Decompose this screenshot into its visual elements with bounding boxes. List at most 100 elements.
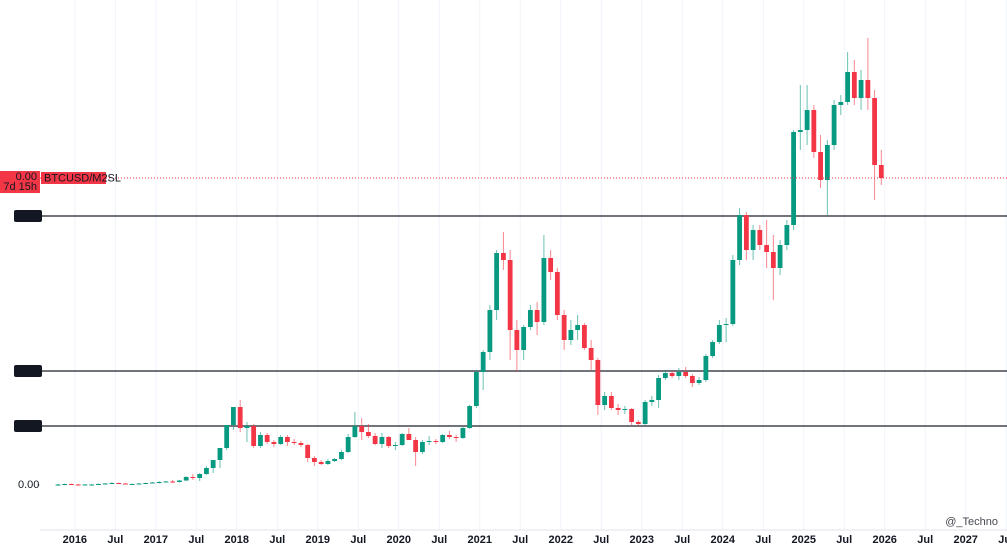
candle-body [170, 481, 176, 483]
x-tick-label: Jul [836, 534, 852, 546]
candle-body [777, 245, 783, 268]
candle-body [96, 484, 101, 485]
countdown-label: 7d 15h [3, 181, 37, 193]
x-tick-label: Jul [593, 534, 609, 546]
candle-body [615, 408, 621, 410]
candle-body [730, 260, 736, 324]
candle-body [662, 373, 668, 378]
candle-body [845, 72, 851, 102]
candle-body [197, 474, 203, 478]
candle-body [150, 482, 155, 484]
candle-body [318, 462, 324, 464]
x-tick-label: Jul [512, 534, 528, 546]
candle-body [649, 400, 655, 402]
symbol-label: BTCUSD/M2SL [44, 172, 121, 184]
level-label: 0.00 [17, 420, 38, 432]
candle-body [689, 376, 695, 383]
candle-body [102, 483, 108, 485]
candle-body [366, 432, 371, 436]
candle-body [399, 434, 405, 445]
candle-body [588, 348, 594, 360]
candle-body [865, 80, 871, 98]
candle-body [831, 105, 837, 145]
candle-body [359, 426, 365, 432]
candle-body [116, 483, 122, 484]
candle-body [251, 426, 257, 446]
x-tick-label: 2021 [468, 534, 492, 546]
x-tick-label: Jul [269, 534, 285, 546]
symbol-box [41, 172, 106, 184]
candle-body [568, 330, 574, 340]
level-label: 0.00 [17, 365, 38, 377]
candle-body [737, 215, 742, 260]
candle-body [420, 442, 425, 452]
candle-body [190, 477, 196, 478]
candle-body [602, 396, 608, 405]
candle-body [804, 110, 810, 130]
last-price-box [0, 171, 40, 193]
candle-body [264, 435, 270, 442]
candle-body [608, 396, 614, 408]
x-tick-label: 2018 [225, 534, 249, 546]
candle-body [629, 409, 635, 422]
candle-body [298, 443, 304, 445]
candle-body [669, 373, 675, 376]
candle-body [723, 324, 729, 325]
x-tick-label: Jul [431, 534, 447, 546]
candle-body [82, 484, 88, 486]
candle-body [440, 435, 446, 442]
x-tick-label: Jul [107, 534, 123, 546]
candle-body [872, 98, 877, 165]
candle-body [325, 461, 331, 464]
level-label-box [14, 365, 42, 377]
candle-body [339, 452, 344, 459]
candle-body [129, 484, 135, 485]
candle-body [271, 442, 277, 444]
candle-body [851, 72, 857, 98]
x-tick-label: Jul [917, 534, 933, 546]
candle-body [183, 477, 189, 481]
x-tick-label: Jul [998, 534, 1007, 546]
candle-body [527, 310, 533, 327]
candle-body [635, 422, 641, 424]
x-tick-label: 2026 [872, 534, 896, 546]
candle-body [109, 483, 115, 484]
x-tick-label: Jul [755, 534, 771, 546]
candle-body [379, 437, 385, 444]
candle-body [656, 378, 661, 400]
x-tick-label: 2022 [549, 534, 573, 546]
candle-body [217, 448, 223, 460]
candle-body [878, 165, 884, 178]
candle-body [311, 458, 317, 462]
x-tick-label: 2016 [63, 534, 87, 546]
x-tick-label: 2020 [387, 534, 411, 546]
candle-body [561, 315, 567, 340]
candle-body [453, 437, 459, 438]
candle-body [575, 325, 581, 330]
level-label-box [14, 420, 42, 432]
candle-body [433, 441, 439, 442]
candle-body [534, 310, 540, 322]
x-tick-label: 2025 [791, 534, 815, 546]
level-label-box [14, 210, 42, 222]
candle-body [797, 130, 803, 132]
candle-body [392, 445, 398, 446]
candle-body [710, 342, 716, 356]
candle-body [204, 468, 209, 474]
candle-body [811, 110, 817, 152]
candle-body [75, 484, 81, 486]
x-tick-label: 2027 [953, 534, 977, 546]
candle-body [244, 426, 250, 428]
x-tick-label: 2023 [630, 534, 654, 546]
candle-body [345, 437, 351, 452]
candle-body [460, 428, 466, 438]
candle-body [210, 460, 216, 468]
candle-body [824, 145, 830, 180]
candle-body [237, 407, 243, 428]
candle-body [413, 440, 419, 452]
candle-body [426, 441, 432, 442]
candle-body [143, 483, 149, 484]
candle-body [716, 325, 722, 342]
candle-body [683, 372, 689, 376]
level-label: 0.00 [17, 210, 38, 222]
